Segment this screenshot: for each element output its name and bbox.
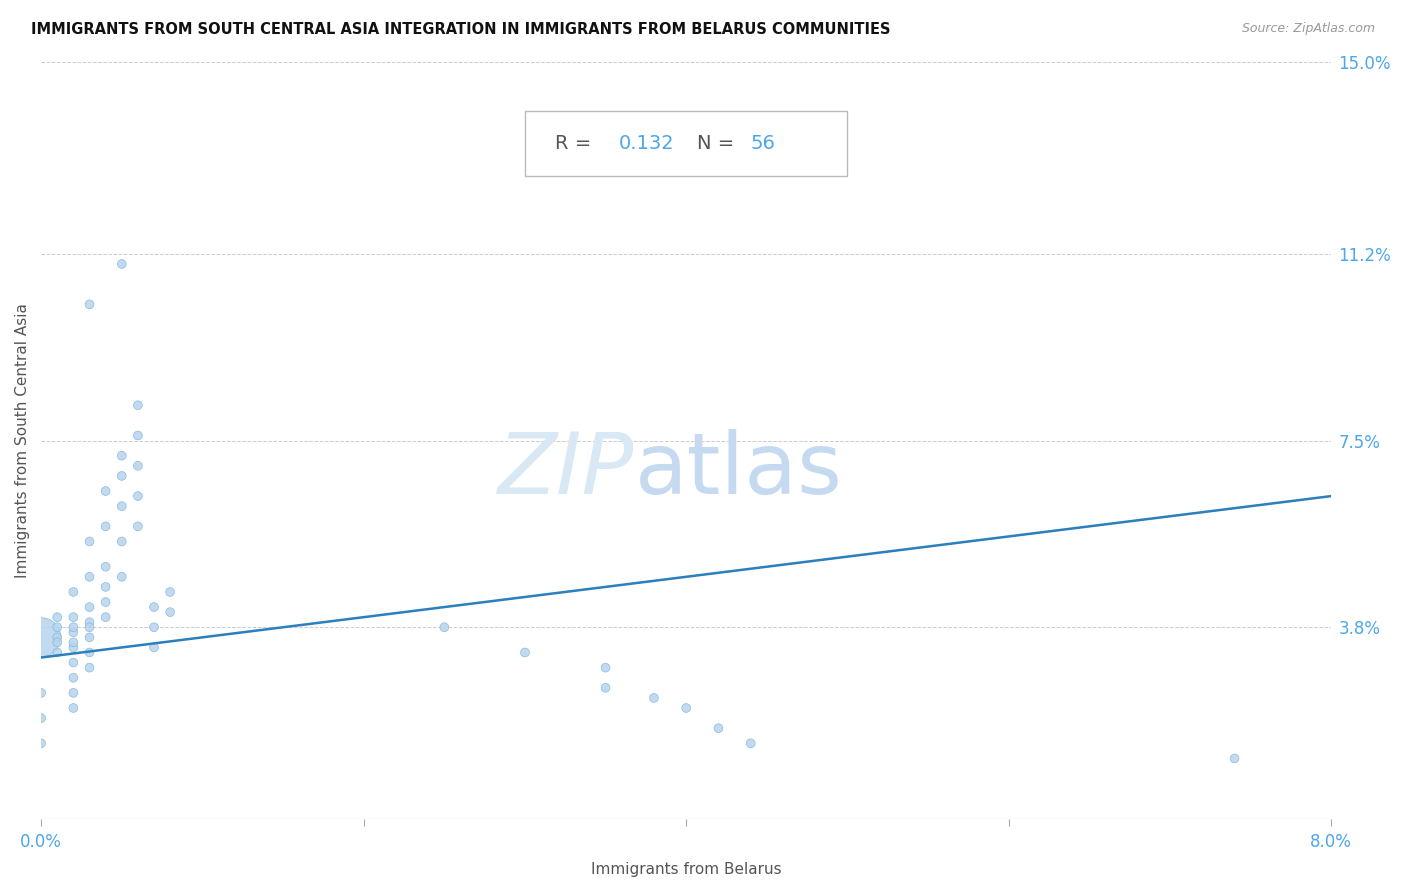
Point [143,600,166,615]
Point [62,635,84,649]
Point [62,620,84,634]
Point [62,625,84,640]
Point [127,458,149,473]
Point [79,600,101,615]
Text: 0.132: 0.132 [619,134,675,153]
Text: N =: N = [696,134,740,153]
Point [30,736,52,750]
Point [79,534,101,549]
Text: 56: 56 [751,134,776,153]
Point [127,398,149,412]
Point [159,585,181,599]
Point [127,428,149,442]
Point [707,721,730,735]
Point [62,640,84,655]
Point [62,671,84,685]
Point [30,686,52,700]
Point [111,469,134,483]
Point [79,620,101,634]
Text: Source: ZipAtlas.com: Source: ZipAtlas.com [1241,22,1375,36]
Point [143,640,166,655]
Point [94,610,117,624]
X-axis label: Immigrants from Belarus: Immigrants from Belarus [591,862,782,877]
Point [513,645,536,659]
Point [79,631,101,645]
Point [94,595,117,609]
Point [595,681,617,695]
Point [143,620,166,634]
Point [740,736,762,750]
Point [595,660,617,674]
Point [94,580,117,594]
Point [675,701,697,715]
Text: IMMIGRANTS FROM SOUTH CENTRAL ASIA INTEGRATION IN IMMIGRANTS FROM BELARUS COMMUN: IMMIGRANTS FROM SOUTH CENTRAL ASIA INTEG… [31,22,890,37]
Point [643,690,665,705]
Point [94,483,117,498]
Point [62,585,84,599]
Point [79,297,101,311]
Point [94,559,117,574]
Point [159,605,181,619]
Point [30,711,52,725]
Point [62,656,84,670]
Text: atlas: atlas [634,429,842,512]
Point [30,631,52,645]
Point [79,615,101,630]
Point [46,620,69,634]
Point [127,519,149,533]
FancyBboxPatch shape [524,112,848,176]
Point [62,610,84,624]
Point [46,631,69,645]
Point [111,499,134,513]
Point [46,645,69,659]
Point [79,570,101,584]
Text: ZIP: ZIP [498,429,634,512]
Text: R =: R = [554,134,598,153]
Point [62,686,84,700]
Point [1223,751,1246,765]
Point [111,449,134,463]
Point [94,519,117,533]
Point [79,645,101,659]
Point [111,570,134,584]
Point [111,534,134,549]
Point [62,701,84,715]
Point [127,489,149,503]
Point [433,620,456,634]
Point [79,660,101,674]
Point [111,257,134,271]
Y-axis label: Immigrants from South Central Asia: Immigrants from South Central Asia [15,303,30,578]
Point [46,610,69,624]
Point [46,635,69,649]
